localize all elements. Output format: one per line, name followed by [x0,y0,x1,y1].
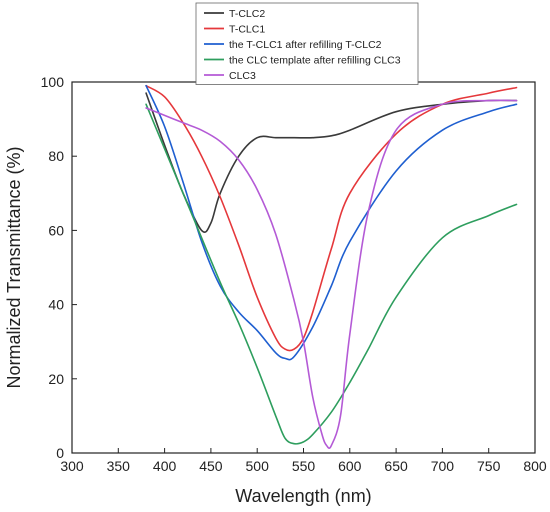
x-tick-label: 350 [107,458,131,474]
y-axis-title: Normalized Transmittance (%) [4,146,24,388]
ticks-layer: 300 350 400 450 500 550 600 650 700 750 800 0 20 40 60… [41,74,547,474]
legend: T-CLC2 T-CLC1 the T-CLC1 after refilling T… [195,2,419,85]
series-layer [145,84,518,450]
x-tick-label: 300 [60,458,84,474]
series-line-1 [145,92,518,233]
x-tick-label: 800 [523,458,547,474]
x-tick-label: 700 [431,458,455,474]
y-tick-label: 40 [48,297,64,313]
x-tick-label: 400 [153,458,177,474]
x-tick-label: 550 [292,458,316,474]
legend-label-5: CLC3 [229,70,256,82]
series-line-2 [145,84,518,352]
x-tick-label: 600 [338,458,362,474]
y-tick-label: 80 [48,148,64,164]
legend-label-4: the CLC template after refilling CLC3 [229,55,401,67]
y-tick-label: 60 [48,222,64,238]
x-axis-title: Wavelength (nm) [235,486,371,506]
legend-label-1: T-CLC2 [229,8,265,20]
legend-label-2: T-CLC1 [229,24,265,36]
legend-label-3: the T-CLC1 after refilling T-CLC2 [229,39,382,51]
x-tick-label: 650 [384,458,408,474]
x-tick-label: 500 [246,458,270,474]
legend-box [195,2,419,85]
series-line-5 [145,99,518,450]
x-tick-label: 750 [477,458,501,474]
series-line-4 [145,103,518,445]
y-tick-label: 0 [56,445,64,461]
y-tick-label: 100 [41,74,65,90]
series-line-3 [145,84,518,361]
y-tick-label: 20 [48,371,64,387]
x-tick-label: 450 [199,458,223,474]
